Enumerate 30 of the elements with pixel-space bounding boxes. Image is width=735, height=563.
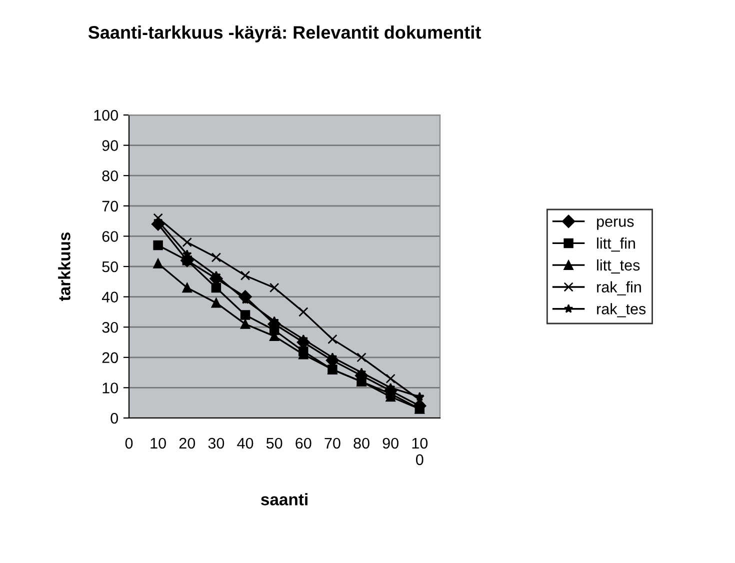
y-tick-label: 80: [102, 170, 118, 182]
y-tick-label: 90: [102, 140, 118, 151]
chart-title: Saanti-tarkkuus -käyrä: Relevantit dokumentit: [88, 26, 481, 42]
legend-label: litt_tes: [597, 259, 640, 274]
x-tick-label: 90: [382, 438, 398, 449]
x-tick-label: 70: [324, 438, 340, 449]
y-tick-label: 50: [102, 261, 118, 272]
x-tick-label: 50: [266, 438, 282, 449]
y-tick-label: 40: [102, 292, 118, 302]
x-tick-label: 10 0: [412, 438, 428, 466]
y-tick-label: 60: [102, 231, 118, 242]
y-tick-label: 10: [102, 382, 118, 394]
legend-label: perus: [597, 218, 634, 230]
y-tick-label: 70: [102, 200, 118, 212]
legend-label: rak_fin: [597, 281, 641, 296]
legend-label: rak_tes: [597, 303, 646, 318]
y-tick-label: 20: [102, 352, 118, 364]
x-tick-label: 60: [296, 438, 312, 449]
y-tick-label: 100: [94, 110, 118, 121]
x-tick-label: 10: [150, 438, 166, 449]
x-tick-label: 20: [179, 438, 196, 449]
legend-label: litt_fin: [597, 238, 635, 252]
x-tick-label: 40: [237, 438, 254, 449]
x-axis-title: saanti: [261, 493, 308, 506]
x-tick-label: 0: [125, 438, 133, 449]
y-tick-label: 0: [110, 412, 118, 424]
x-tick-label: 80: [354, 438, 370, 449]
y-tick-label: 30: [102, 322, 118, 333]
x-tick-label: 30: [208, 438, 224, 449]
y-axis-title: tarkkuus: [58, 232, 70, 302]
